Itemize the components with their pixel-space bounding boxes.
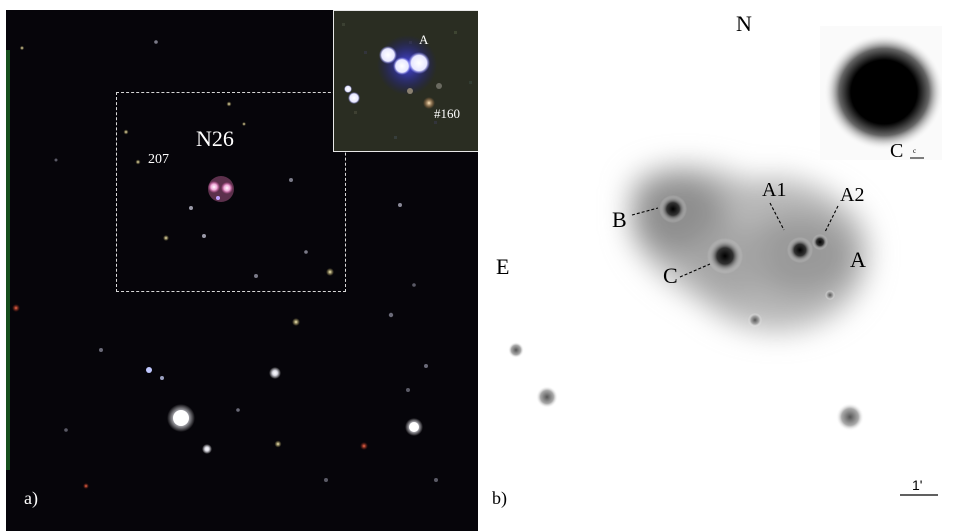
color-composite-panel: N26 207 a) (6, 10, 478, 531)
label-c: C (663, 265, 678, 287)
source-c (707, 238, 743, 274)
zoom-inset-c: C c (820, 26, 942, 160)
diffuse-emission (630, 166, 868, 331)
label-a: A (850, 249, 866, 271)
zoom-region-box (116, 92, 346, 292)
bright-star-core (409, 422, 419, 432)
grayscale-negative-panel: N E B C A1 A2 A b) 1' C c (480, 0, 971, 531)
label-b: B (612, 209, 627, 231)
inset-c-image (820, 26, 942, 160)
bright-star (202, 444, 212, 454)
label-a1: A1 (762, 180, 786, 200)
source-a1 (787, 237, 813, 263)
inset-c-scale-text: c (913, 148, 916, 155)
bright-star-core (173, 410, 189, 426)
inset-star-160-label: #160 (434, 107, 460, 120)
field-star (536, 386, 558, 408)
source-b (659, 195, 687, 223)
color-inset: A #160 (333, 10, 478, 152)
scale-bar-label: 1' (912, 478, 922, 492)
bright-star (269, 367, 281, 379)
compass-east-label: E (496, 256, 509, 278)
inset-c-label: C (890, 141, 903, 160)
field-star (748, 313, 762, 327)
label-a2: A2 (840, 185, 864, 205)
n26-label: N26 (196, 128, 234, 150)
star-207-label: 207 (148, 153, 169, 167)
source-a2 (812, 234, 828, 250)
panel-b-tag: b) (492, 489, 507, 507)
compass-north-label: N (736, 13, 752, 35)
field-star (836, 403, 864, 431)
inset-component-a-label: A (419, 33, 428, 46)
red-star (360, 442, 368, 450)
red-star (12, 304, 20, 312)
field-star (825, 290, 835, 300)
inset-image (334, 11, 478, 152)
red-star (83, 483, 89, 489)
field-star (508, 342, 524, 358)
panel-a-tag: a) (24, 489, 38, 507)
